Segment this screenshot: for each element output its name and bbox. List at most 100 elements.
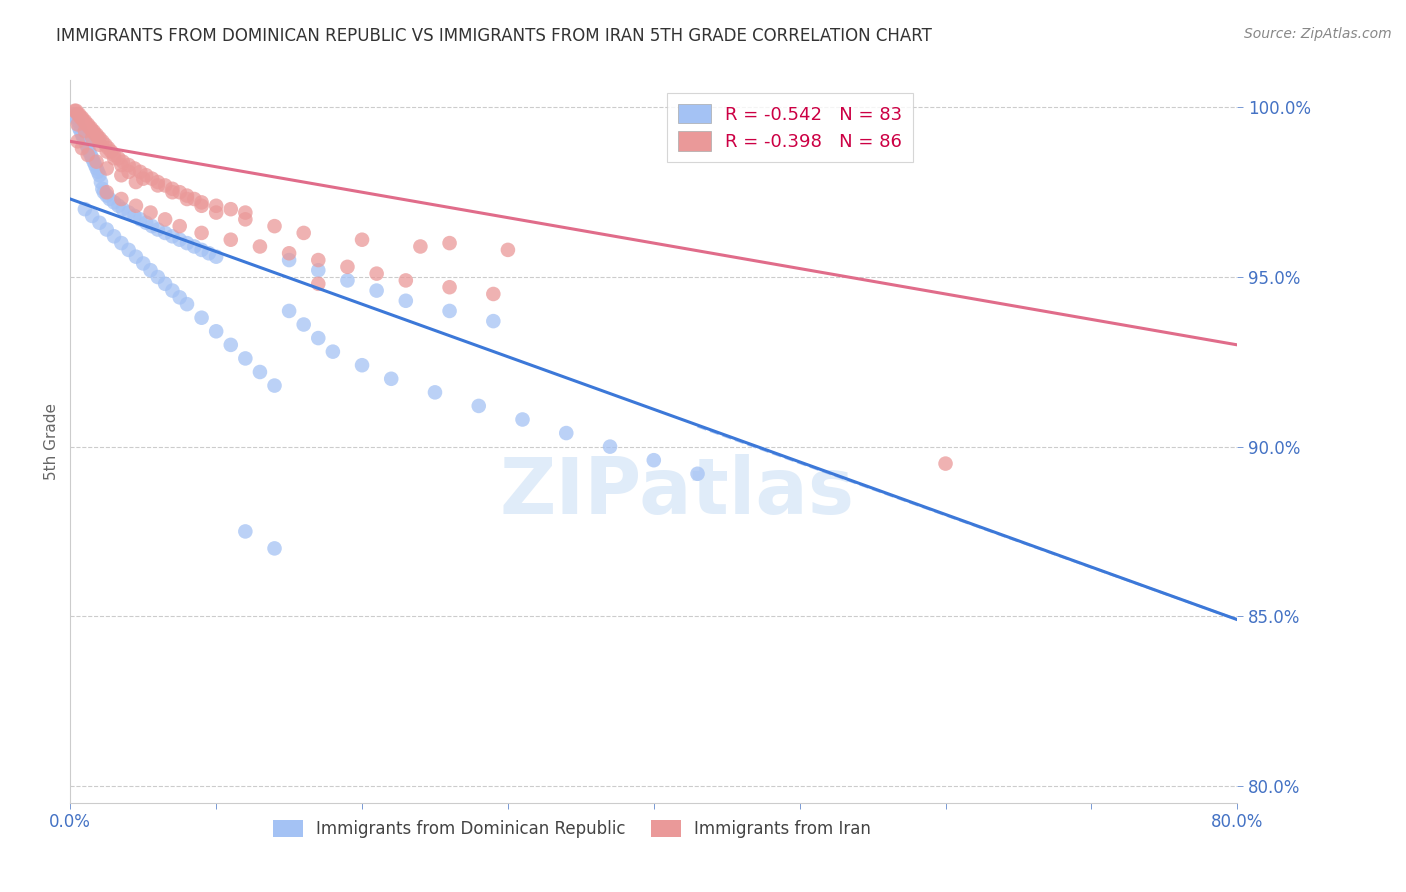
Point — [176, 192, 198, 206]
Point — [153, 212, 176, 227]
Y-axis label: 5th Grade: 5th Grade — [44, 403, 59, 480]
Point — [322, 344, 344, 359]
Point — [89, 168, 111, 182]
Point — [423, 385, 446, 400]
Point — [75, 117, 97, 131]
Point — [482, 287, 505, 301]
Point — [153, 277, 176, 291]
Point — [73, 202, 96, 217]
Point — [110, 158, 132, 172]
Point — [249, 365, 271, 379]
Point — [100, 145, 122, 159]
Point — [307, 253, 329, 268]
Point — [69, 124, 91, 138]
Point — [70, 141, 93, 155]
Point — [162, 185, 184, 199]
Point — [110, 168, 132, 182]
Point — [366, 284, 388, 298]
Point — [80, 120, 103, 135]
Point — [125, 250, 148, 264]
Point — [96, 185, 118, 199]
Point — [66, 107, 89, 121]
Point — [118, 158, 141, 172]
Point — [176, 188, 198, 202]
Point — [65, 111, 87, 125]
Point — [103, 151, 125, 165]
Point — [135, 168, 157, 182]
Point — [66, 134, 89, 148]
Point — [292, 318, 315, 332]
Point — [93, 185, 115, 199]
Point — [67, 120, 90, 135]
Point — [69, 111, 91, 125]
Point — [205, 250, 228, 264]
Point — [124, 161, 146, 176]
Point — [263, 378, 285, 392]
Point — [89, 137, 111, 152]
Point — [141, 171, 163, 186]
Point — [162, 284, 184, 298]
Point — [169, 219, 191, 234]
Point — [86, 154, 108, 169]
Point — [96, 188, 118, 202]
Point — [190, 310, 212, 325]
Point — [77, 145, 100, 159]
Point — [336, 273, 359, 287]
Point — [233, 351, 256, 366]
Point — [84, 128, 107, 142]
Point — [73, 124, 96, 138]
Point — [82, 151, 104, 165]
Text: ZIPatlas: ZIPatlas — [499, 454, 855, 530]
Point — [110, 192, 132, 206]
Point — [162, 229, 184, 244]
Point — [96, 145, 118, 159]
Legend: Immigrants from Dominican Republic, Immigrants from Iran: Immigrants from Dominican Republic, Immi… — [266, 814, 877, 845]
Point — [278, 304, 301, 318]
Point — [146, 222, 169, 236]
Point — [124, 209, 146, 223]
Point — [219, 338, 242, 352]
Point — [70, 128, 93, 142]
Point — [65, 103, 87, 118]
Point — [153, 178, 176, 193]
Point — [75, 137, 97, 152]
Point — [76, 117, 98, 131]
Point — [686, 467, 709, 481]
Point — [67, 107, 90, 121]
Point — [307, 277, 329, 291]
Point — [139, 205, 162, 219]
Point — [111, 154, 134, 169]
Point — [146, 175, 169, 189]
Point — [84, 158, 107, 172]
Point — [233, 524, 256, 539]
Point — [82, 131, 104, 145]
Point — [336, 260, 359, 274]
Point — [82, 209, 104, 223]
Point — [96, 161, 118, 176]
Point — [366, 267, 388, 281]
Point — [292, 226, 315, 240]
Point — [83, 154, 105, 169]
Point — [73, 134, 96, 148]
Point — [205, 205, 228, 219]
Point — [307, 263, 329, 277]
Point — [409, 239, 432, 253]
Point — [103, 148, 125, 162]
Point — [66, 117, 89, 131]
Point — [87, 131, 110, 145]
Point — [169, 233, 191, 247]
Point — [169, 185, 191, 199]
Point — [141, 219, 163, 234]
Point — [439, 280, 461, 294]
Point — [129, 212, 152, 227]
Point — [219, 233, 242, 247]
Point — [468, 399, 491, 413]
Point — [278, 246, 301, 260]
Point — [129, 165, 152, 179]
Point — [599, 440, 621, 454]
Point — [98, 192, 121, 206]
Point — [352, 233, 374, 247]
Point — [249, 239, 271, 253]
Text: IMMIGRANTS FROM DOMINICAN REPUBLIC VS IMMIGRANTS FROM IRAN 5TH GRADE CORRELATION: IMMIGRANTS FROM DOMINICAN REPUBLIC VS IM… — [56, 27, 932, 45]
Point — [63, 103, 86, 118]
